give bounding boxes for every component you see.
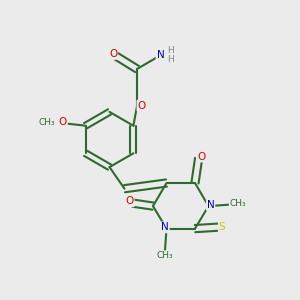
Text: N: N — [157, 50, 164, 60]
Text: CH₃: CH₃ — [38, 118, 55, 127]
Text: N: N — [161, 222, 169, 233]
Text: N: N — [207, 200, 214, 210]
Text: O: O — [137, 100, 146, 111]
Text: O: O — [125, 196, 134, 206]
Text: O: O — [59, 117, 67, 127]
Text: O: O — [109, 49, 117, 59]
Text: S: S — [219, 221, 225, 232]
Text: CH₃: CH₃ — [156, 251, 173, 260]
Text: O: O — [197, 152, 205, 162]
Text: H: H — [167, 46, 173, 56]
Text: CH₃: CH₃ — [230, 200, 246, 208]
Text: H: H — [167, 55, 173, 64]
